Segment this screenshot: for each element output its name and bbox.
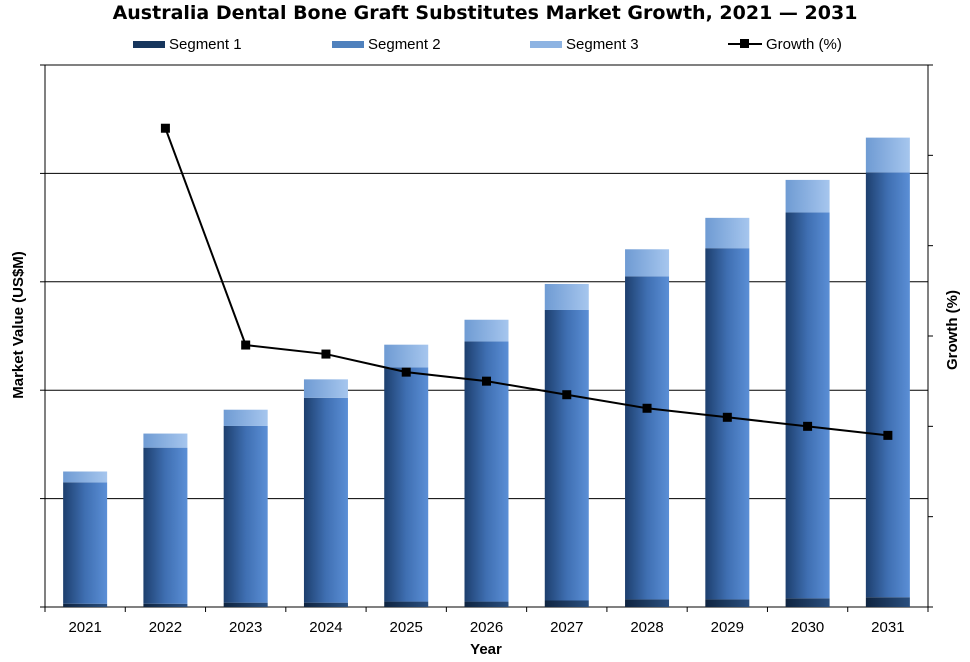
growth-line-path: [164, 127, 888, 437]
legend-item-segment-1: Segment 1: [133, 34, 242, 54]
bar-segment-1-2023: [223, 602, 268, 607]
legend-line-growth: [728, 39, 762, 49]
bar-segment-1-2024: [303, 602, 348, 607]
bar-segment-2-2024: [303, 397, 348, 603]
bars: [63, 137, 910, 607]
legend-swatch-segment-1: [133, 40, 165, 48]
growth-point-2024: [321, 349, 331, 359]
growth-point-2029: [722, 412, 732, 422]
bar-segment-2-2028: [625, 276, 670, 600]
bar-segment-2-2025: [384, 367, 429, 602]
growth-point-2027: [562, 390, 572, 400]
bar-segment-2-2030: [785, 212, 830, 599]
bar-segment-2-2022: [143, 447, 188, 604]
x-tick-label: 2022: [149, 619, 182, 636]
bar-segment-1-2026: [464, 601, 509, 607]
bar-segment-2-2027: [544, 309, 589, 601]
bar-segment-3-2026: [464, 319, 509, 342]
bar-segment-1-2021: [63, 603, 108, 607]
chart-title: Australia Dental Bone Graft Substitutes …: [112, 2, 858, 24]
legend-swatch-segment-3: [530, 40, 562, 48]
bar-segment-3-2024: [303, 379, 348, 398]
growth-point-2028: [642, 403, 652, 413]
bar-segment-3-2022: [143, 433, 188, 448]
x-axis-label: Year: [470, 641, 502, 658]
legend-label-segment-2: Segment 2: [368, 35, 441, 53]
bar-segment-2-2029: [705, 248, 750, 600]
x-tick-labels: 2021 2022 2023 2024 2025 2026 2027 2028 2029 2030…: [68, 619, 904, 636]
bar-segment-1-2025: [384, 601, 429, 607]
x-tick-label: 2021: [68, 619, 101, 636]
gridlines: [45, 64, 928, 500]
bar-segment-3-2023: [223, 409, 268, 426]
legend-item-segment-3: Segment 3: [530, 34, 639, 54]
bar-segment-1-2028: [625, 599, 670, 607]
growth-point-2022: [160, 123, 170, 133]
legend-label-growth: Growth (%): [766, 35, 842, 53]
growth-point-2026: [482, 376, 491, 386]
bar-segment-1-2027: [544, 600, 589, 607]
legend-item-segment-2: Segment 2: [332, 34, 441, 54]
y2-axis-label: Growth (%): [944, 290, 961, 370]
y-axis-label: Market Value (US$M): [10, 251, 27, 399]
x-tick-label: 2026: [470, 619, 503, 636]
legend-item-growth: Growth (%): [728, 34, 842, 54]
bar-segment-1-2022: [143, 603, 188, 607]
bar-segment-3-2031: [865, 137, 910, 173]
bar-segment-3-2028: [625, 249, 670, 277]
x-tick-label: 2029: [711, 619, 744, 636]
legend-label-segment-3: Segment 3: [566, 35, 639, 53]
legend-label-segment-1: Segment 1: [169, 35, 242, 53]
x-tick-label: 2024: [309, 619, 342, 636]
bar-segment-3-2030: [785, 179, 830, 213]
legend: Segment 1 Segment 2 Segment 3 Growth (%): [0, 34, 970, 54]
x-tick-label: 2028: [630, 619, 663, 636]
growth-line: [160, 123, 893, 440]
growth-point-2025: [401, 367, 411, 377]
x-tick-label: 2025: [390, 619, 423, 636]
bar-segment-2-2031: [865, 172, 910, 598]
x-tick-label: 2030: [791, 619, 824, 636]
x-tick-label: 2027: [550, 619, 583, 636]
bar-segment-3-2021: [63, 471, 108, 483]
bar-segment-1-2031: [865, 597, 910, 607]
bar-segment-1-2030: [785, 598, 830, 607]
bar-segment-2-2023: [223, 425, 268, 603]
growth-point-2023: [241, 340, 251, 350]
x-tick-label: 2031: [871, 619, 904, 636]
x-tick-label: 2023: [229, 619, 262, 636]
bar-segment-2-2021: [63, 482, 108, 604]
bar-segment-1-2029: [705, 599, 750, 607]
bar-segment-3-2025: [384, 344, 429, 368]
legend-swatch-segment-2: [332, 40, 364, 48]
growth-point-2031: [883, 430, 893, 440]
bar-segment-3-2027: [544, 283, 589, 310]
bar-segment-3-2029: [705, 217, 750, 249]
growth-point-2030: [803, 421, 813, 431]
